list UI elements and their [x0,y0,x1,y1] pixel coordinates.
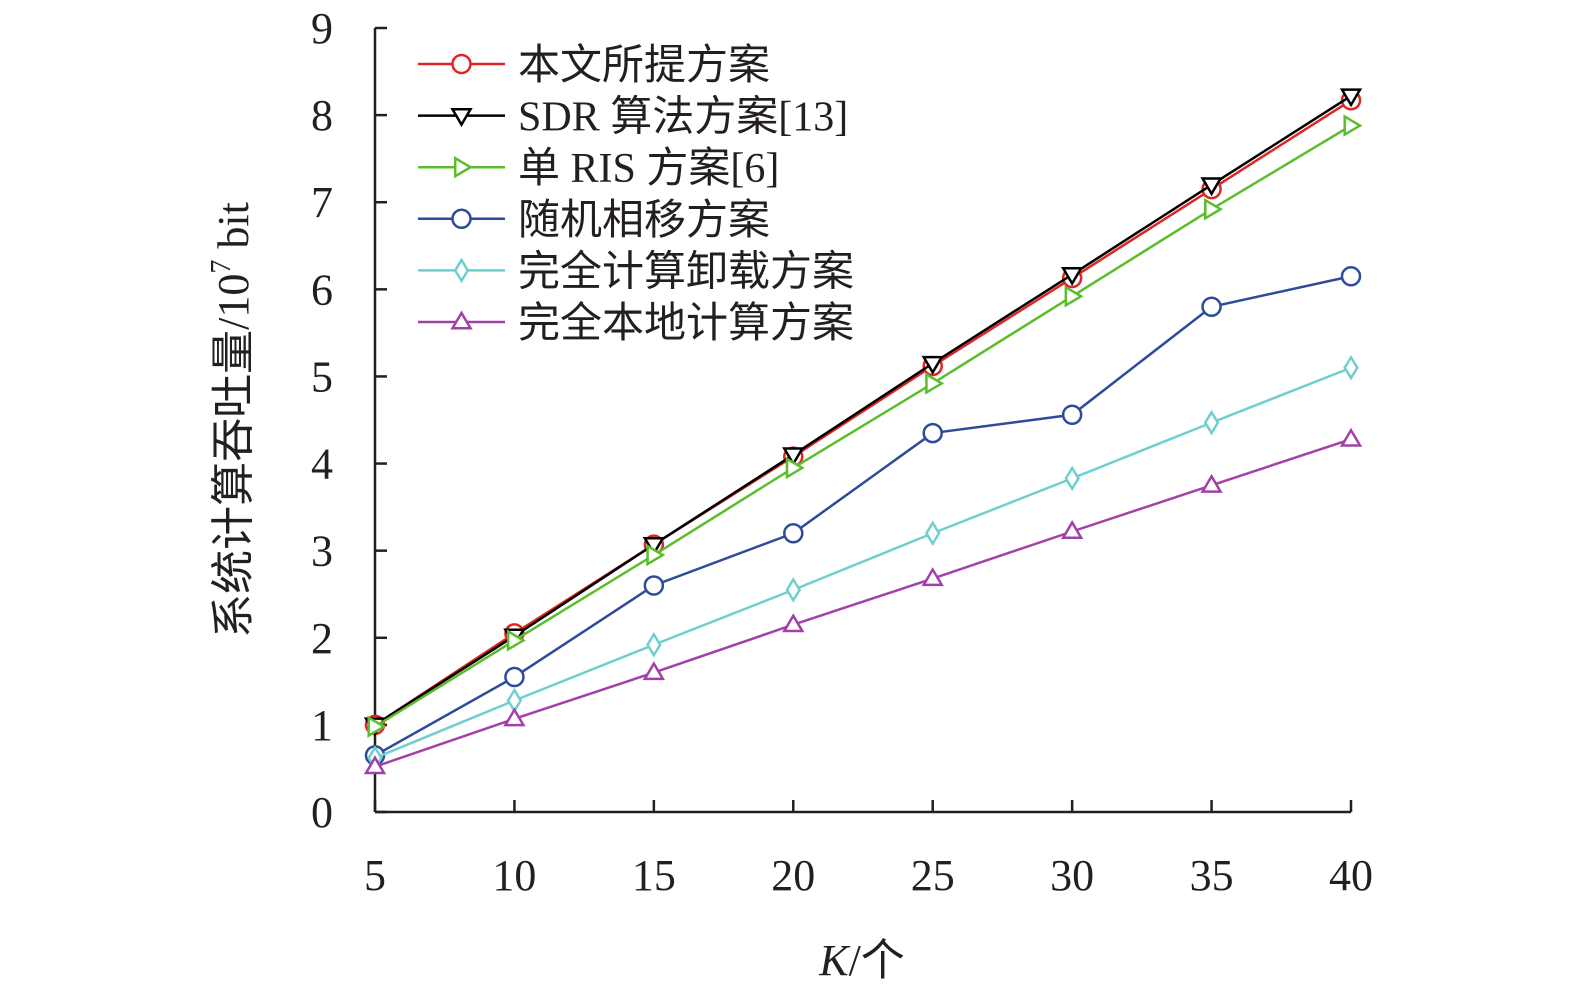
y-tick-label: 1 [311,701,333,750]
series-5-point [785,577,802,603]
legend-label: 完全本地计算方案 [518,300,854,347]
legend-label: 完全计算卸载方案 [518,248,854,295]
legend-item-4: 随机相移方案 [418,197,770,244]
series-4-point [1201,296,1222,318]
y-axis-title-sup: 7 [206,260,237,274]
series-4-point [1061,404,1083,426]
x-tick-label: 25 [911,851,955,900]
series-5-point [646,631,662,658]
x-tick-label: 15 [632,851,676,900]
series-6-point [921,567,944,587]
axes: 0 1 2 3 4 5 6 7 8 9 5 10 15 20 25 30 35 40 [311,4,1373,900]
legend-swatch-marker [451,53,472,75]
series-2-point [782,447,805,467]
legend-label: SDR 算法方案[13] [518,94,848,141]
x-tick-label: 40 [1329,851,1373,900]
legend-item-1: 本文所提方案 [418,42,770,89]
series-6-point [1200,473,1223,493]
series-2-point [1339,88,1363,108]
series-3-point [785,456,805,480]
y-tick-label: 8 [311,91,333,140]
series-6-point [363,755,387,775]
y-tick-label: 3 [311,527,333,576]
legend-label: 随机相移方案 [518,197,770,244]
legend: 本文所提方案 SDR 算法方案[13]单 RIS 方案[6] 随机相移方案完全计算卸… [418,42,854,347]
series-6-line [374,437,1352,768]
series-2-line [374,94,1352,726]
legend-item-5: 完全计算卸载方案 [418,248,854,295]
series-4-point [643,575,665,596]
series-5-point [1203,409,1220,436]
legend-item-6: 完全本地计算方案 [418,300,854,347]
series-5-point [1343,354,1359,381]
legend-label: 单 RIS 方案[6] [518,145,779,192]
y-tick-label: 0 [311,788,333,837]
series-2-point [1060,266,1084,286]
x-tick-label: 10 [492,851,536,900]
series-2-point [1200,177,1223,197]
series-4-point [922,422,943,444]
y-axis-title-unit: bit [209,202,258,259]
legend-swatch-marker [453,257,470,284]
y-tick-label: 4 [311,440,333,489]
x-tick-label: 35 [1190,851,1234,900]
series-4-point [504,666,525,688]
series-3-point [925,372,945,395]
legend-swatch-marker [451,208,472,230]
legend-swatch-marker [450,108,473,128]
series-4-point [1340,266,1362,287]
y-axis-title-main: 系统计算吞吐量/10 [209,274,258,638]
x-tick-label: 20 [771,851,815,900]
series-3-point [646,543,666,567]
series-4-line [374,275,1352,757]
y-tick-label: 7 [311,178,333,227]
series-6-point [782,613,805,633]
series-6-point [1060,520,1084,540]
series-3-point [367,715,387,738]
series-1-line [374,99,1352,726]
legend-label: 本文所提方案 [518,42,770,89]
series-6 [363,427,1363,775]
legend-swatch-marker [450,310,473,330]
series-5-line [374,366,1352,760]
series-6-point [1339,427,1363,447]
series-3 [367,114,1363,738]
series-4-point [783,522,804,544]
legend-item-2: SDR 算法方案[13] [418,94,848,141]
series-3-point [1343,114,1363,137]
series-3-point [1204,198,1224,221]
y-tick-label: 2 [311,614,333,663]
x-tick-label: 30 [1050,851,1094,900]
series-3-point [1064,285,1084,308]
x-tick-label: 5 [364,851,386,900]
x-axis-title: K/个 [818,936,905,985]
series-layer [363,88,1363,775]
series-2-point [921,355,944,375]
legend-swatch-marker [453,156,473,179]
series-5-point [924,520,941,546]
series-3-point [506,629,526,652]
y-tick-label: 9 [311,4,333,53]
y-axis-title: 系统计算吞吐量/107 bit [206,202,258,638]
y-tick-label: 6 [311,265,333,314]
series-6-point [503,707,526,727]
series-5-point [1064,465,1080,492]
x-axis-title-var: K [818,936,851,985]
y-tick-label: 5 [311,352,333,401]
series-5 [367,354,1359,771]
x-axis-title-unit: /个 [849,936,905,985]
legend-item-3: 单 RIS 方案[6] [418,145,779,192]
series-6-point [642,661,666,681]
series-3-line [374,124,1352,728]
